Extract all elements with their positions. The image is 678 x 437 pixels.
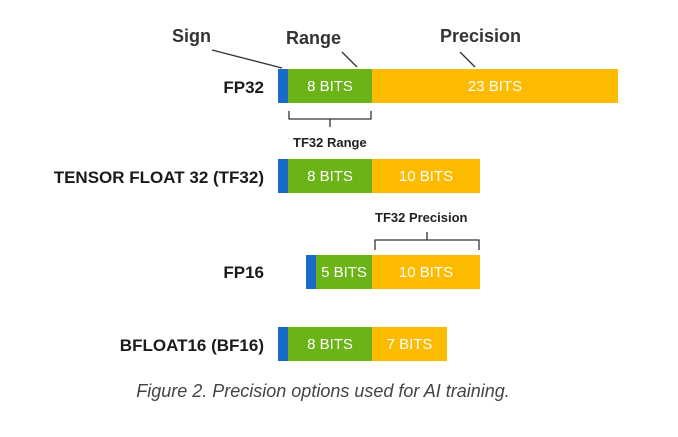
format-label-bf16: BFLOAT16 (BF16) [119, 336, 264, 355]
fp16-precision-bits: 10 BITS [372, 255, 480, 289]
bf16-sign-bit [278, 327, 288, 361]
fp16-sign-bit [306, 255, 316, 289]
figure-caption: Figure 2. Precision options used for AI … [136, 381, 510, 401]
bf16-range-bits: 8 BITS [288, 327, 372, 361]
fp32-precision-bits: 23 BITS [372, 69, 618, 103]
precision-leader-line [459, 51, 476, 68]
fp32-range-bits: 8 BITS [288, 69, 372, 103]
bf16-precision-bits: 7 BITS [372, 327, 447, 361]
tf32-range-bracket [288, 111, 372, 127]
tf32-range-bits: 8 BITS [288, 159, 372, 193]
header-precision: Precision [440, 26, 522, 46]
tf32-precision-bits: 10 BITS [372, 159, 480, 193]
tf32-precision-annotation: TF32 Precision [375, 210, 468, 225]
header-sign: Sign [172, 26, 211, 46]
fp32-sign-bit [278, 69, 288, 103]
fp16-range-bits: 5 BITS [316, 255, 372, 289]
sign-leader-line [211, 49, 283, 69]
format-label-tf32: TENSOR FLOAT 32 (TF32) [53, 168, 264, 187]
tf32-range-annotation: TF32 Range [293, 135, 367, 150]
format-label-fp16: FP16 [223, 263, 264, 282]
tf32-sign-bit [278, 159, 288, 193]
header-range: Range [286, 28, 342, 48]
tf32-precision-bracket [374, 232, 480, 250]
format-label-fp32: FP32 [223, 78, 264, 97]
range-leader-line [341, 51, 358, 68]
